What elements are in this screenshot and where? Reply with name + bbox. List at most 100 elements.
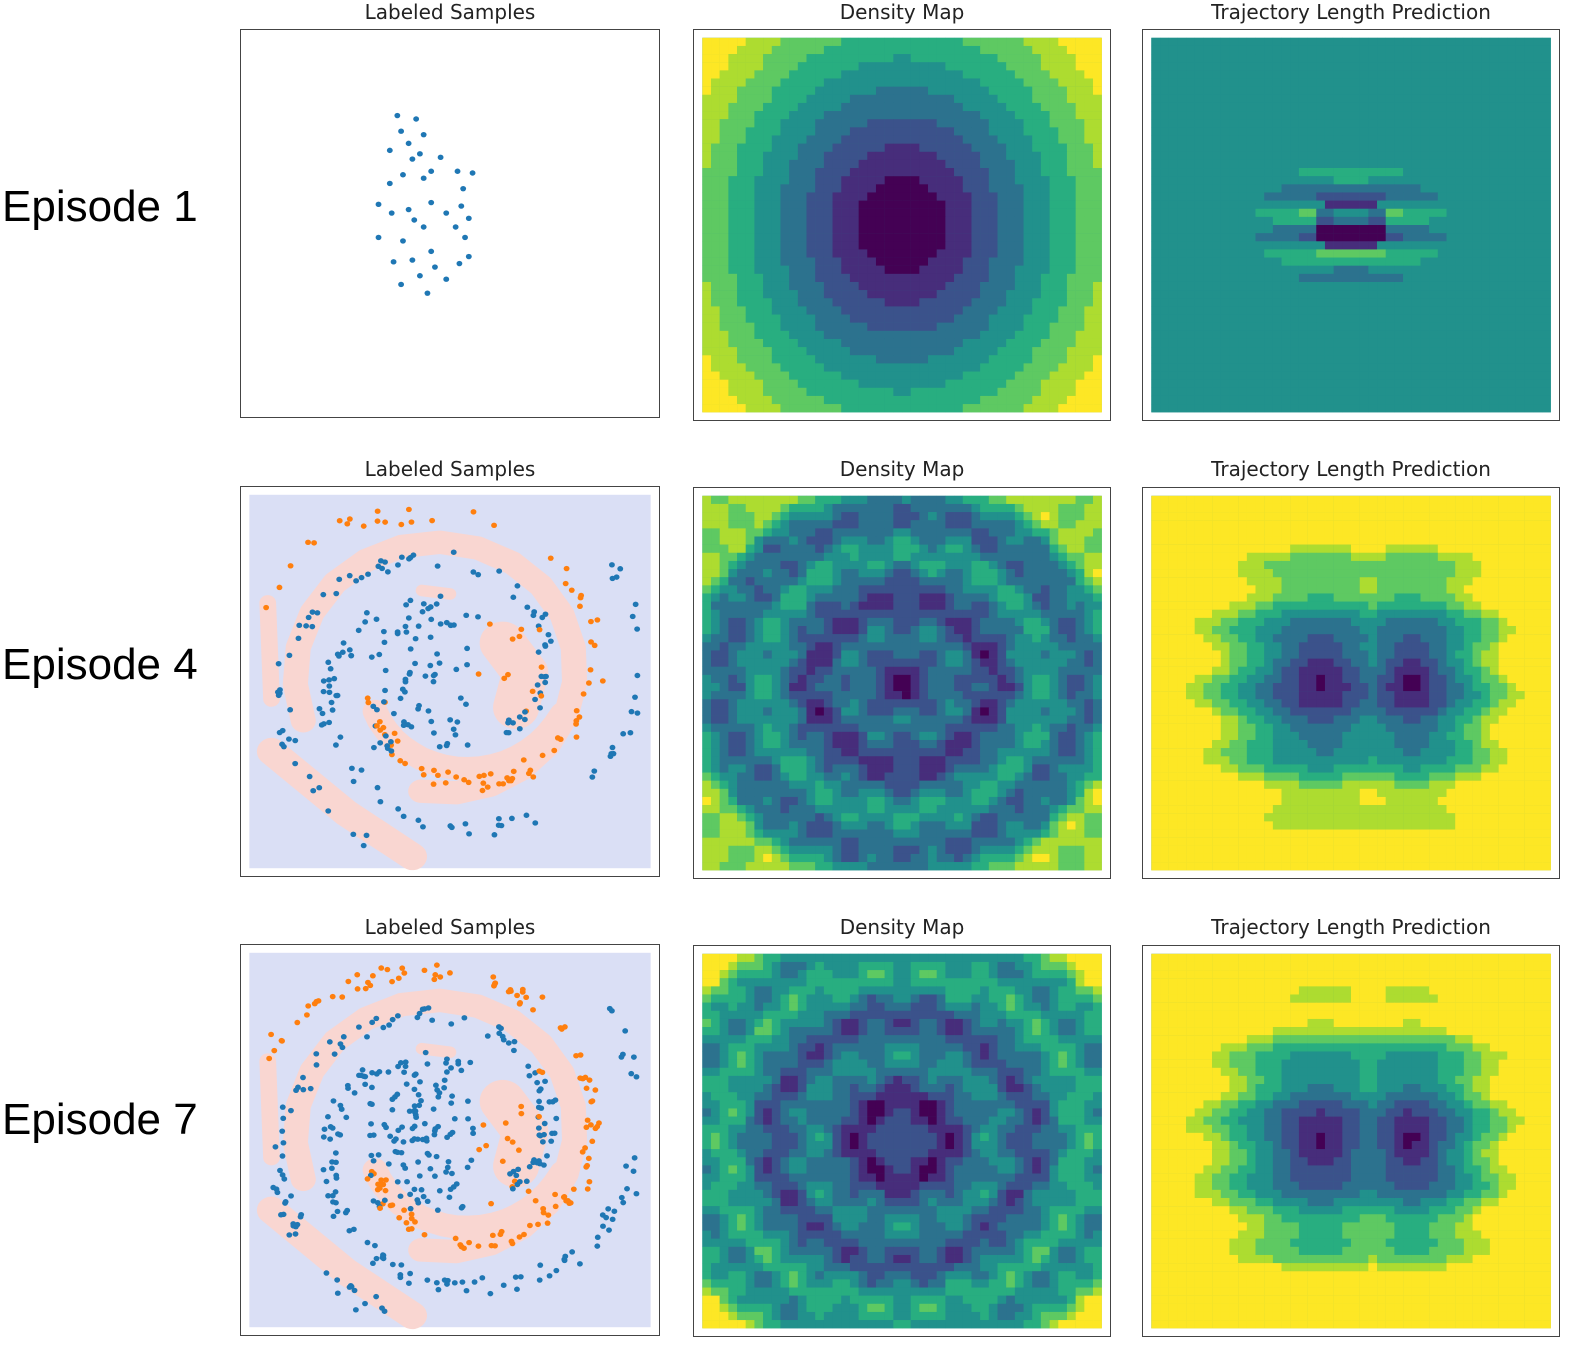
heatmap-cell — [711, 233, 720, 242]
heatmap-cell — [832, 544, 842, 553]
sample-point-class-0 — [387, 739, 394, 745]
heatmap-cell — [1049, 298, 1059, 307]
heatmap-cell — [867, 379, 877, 388]
heatmap-cell — [1437, 78, 1447, 87]
heatmap-cell — [823, 544, 833, 553]
heatmap-cell — [945, 159, 955, 169]
heatmap-cell — [1429, 249, 1439, 258]
heatmap-cell — [1541, 216, 1551, 226]
heatmap-cell — [1084, 387, 1094, 397]
heatmap-cell — [1533, 241, 1543, 250]
heatmap-cell — [1411, 322, 1421, 332]
heatmap-cell — [893, 62, 903, 71]
heatmap-cell — [745, 127, 755, 136]
heatmap-cell — [823, 404, 833, 413]
heatmap-cell — [771, 70, 781, 79]
heatmap-cell — [1151, 151, 1161, 161]
heatmap-cell — [754, 62, 764, 71]
heatmap-cell — [1377, 184, 1386, 193]
heatmap-cell — [1186, 298, 1195, 307]
heatmap-cell — [997, 322, 1007, 332]
heatmap-cell — [1049, 176, 1059, 185]
heatmap-cell — [962, 257, 972, 266]
heatmap-cell — [797, 143, 807, 152]
heatmap-cell — [1177, 176, 1187, 185]
heatmap-cell — [1342, 200, 1352, 209]
heatmap-cell — [1316, 306, 1326, 315]
heatmap-cell — [1394, 225, 1404, 234]
heatmap-cell — [1084, 544, 1094, 553]
heatmap-cell — [1032, 503, 1042, 513]
heatmap-cell — [1515, 192, 1525, 201]
heatmap-cell — [1541, 135, 1551, 144]
heatmap-cell — [1541, 225, 1551, 234]
heatmap-cell — [1507, 298, 1517, 307]
heatmap-cell — [841, 159, 851, 169]
sample-point-class-1 — [377, 727, 384, 733]
heatmap-cell — [858, 111, 868, 120]
heatmap-cell — [928, 273, 937, 283]
heatmap-cell — [1481, 298, 1491, 307]
heatmap-cell — [954, 265, 963, 275]
heatmap-cell — [763, 495, 772, 505]
heatmap-cell — [702, 528, 712, 537]
heatmap-cell — [1203, 127, 1213, 136]
heatmap-cell — [1429, 192, 1439, 201]
heatmap-cell — [867, 111, 877, 120]
sample-point-class-1 — [480, 780, 487, 786]
heatmap-cell — [1524, 78, 1534, 87]
heatmap-cell — [1092, 78, 1102, 87]
heatmap-cell — [1298, 241, 1308, 250]
heatmap-cell — [1023, 225, 1033, 234]
heatmap-cell — [1264, 159, 1274, 169]
heatmap-cell — [745, 520, 755, 529]
heatmap-cell — [1507, 159, 1517, 169]
heatmap-cell — [1075, 241, 1085, 250]
heatmap-cell — [1533, 322, 1543, 332]
heatmap-cell — [711, 135, 720, 144]
heatmap-cell — [1049, 241, 1059, 250]
heatmap-cell — [1394, 54, 1404, 63]
heatmap-cell — [1032, 184, 1042, 193]
heatmap-cell — [858, 281, 868, 291]
heatmap-cell — [1032, 249, 1042, 258]
heatmap-cell — [1040, 241, 1050, 250]
heatmap-cell — [1075, 330, 1085, 340]
heatmap-cell — [1298, 404, 1308, 413]
heatmap-cell — [1515, 273, 1525, 283]
heatmap-cell — [1446, 94, 1456, 104]
heatmap-cell — [1272, 290, 1282, 299]
heatmap-cell — [719, 404, 729, 413]
heatmap-cell — [1032, 143, 1042, 152]
heatmap-cell — [1377, 127, 1386, 136]
heatmap-cell — [902, 536, 911, 545]
heatmap-cell — [1066, 379, 1076, 388]
heatmap-cell — [893, 111, 903, 120]
heatmap-cell — [1515, 265, 1525, 275]
sample-point-class-0 — [443, 210, 450, 216]
heatmap-cell — [1092, 273, 1102, 283]
heatmap-cell — [884, 208, 894, 218]
heatmap-cell — [1507, 184, 1517, 193]
heatmap-cell — [1498, 322, 1508, 332]
heatmap-cell — [1229, 404, 1239, 413]
heatmap-cell — [745, 544, 755, 553]
heatmap-cell — [893, 86, 903, 95]
sample-point-class-0 — [427, 634, 434, 640]
heatmap-cell — [771, 127, 781, 136]
heatmap-cell — [1032, 544, 1042, 553]
heatmap-cell — [1489, 127, 1499, 136]
sample-point-class-1 — [577, 603, 583, 609]
heatmap-cell — [875, 257, 885, 266]
sample-point-class-1 — [576, 714, 583, 720]
sample-point-class-1 — [418, 765, 425, 772]
heatmap-cell — [1238, 176, 1248, 185]
heatmap-cell — [1040, 512, 1050, 521]
heatmap-cell — [867, 355, 877, 364]
heatmap-cell — [1541, 257, 1551, 266]
heatmap-cell — [945, 216, 955, 226]
heatmap-cell — [884, 225, 894, 234]
heatmap-cell — [832, 273, 842, 283]
heatmap-cell — [1212, 37, 1221, 47]
heatmap-cell — [1446, 387, 1456, 397]
